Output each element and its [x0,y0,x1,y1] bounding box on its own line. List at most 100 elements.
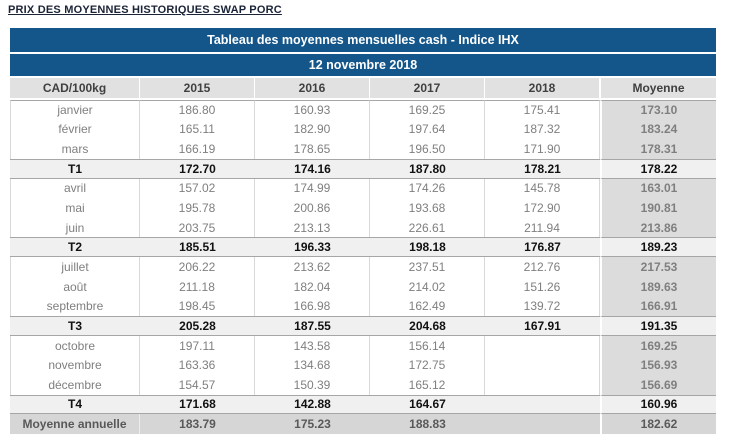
moyenne-value-cell: 166.91 [600,296,716,317]
value-cell: 164.67 [370,394,485,415]
annual-average-row: Moyenne annuelle 183.79 175.23 188.83 182.62 [10,414,716,434]
value-cell: 172.70 [140,158,255,179]
column-header-2017: 2017 [370,78,485,98]
table-title: Tableau des moyennes mensuelles cash - I… [207,33,519,47]
moyenne-value-cell: 178.22 [600,158,716,179]
table-row: avril 157.02 174.99 174.26 145.78 163.01 [10,178,716,199]
table-row: décembre 154.57 150.39 165.12 156.69 [10,374,716,395]
value-cell: 166.19 [140,139,255,159]
row-label: mai [10,198,140,218]
table-row: juillet 206.22 213.62 237.51 212.76 217.53 [10,257,716,277]
value-cell: 175.41 [485,100,600,120]
value-cell: 174.26 [370,178,485,199]
moyenne-value-cell: 217.53 [600,257,716,277]
row-label: août [10,276,140,297]
value-cell: 151.26 [485,276,600,297]
value-cell: 154.57 [140,374,255,395]
quarter-total-row: T2 185.51 196.33 198.18 176.87 189.23 [10,237,716,258]
table-row: janvier 186.80 160.93 169.25 175.41 173.10 [10,100,716,120]
table-date: 12 novembre 2018 [308,58,418,72]
value-cell: 139.72 [485,296,600,317]
table-row: octobre 197.11 143.58 156.14 169.25 [10,335,716,356]
value-cell: 176.87 [485,237,600,258]
value-cell: 182.04 [255,276,370,297]
table-date-bar: 12 novembre 2018 [10,54,716,76]
value-cell: 172.75 [370,355,485,375]
moyenne-value-cell: 156.69 [600,374,716,395]
value-cell: 195.78 [140,198,255,218]
value-cell: 163.36 [140,355,255,375]
value-cell: 237.51 [370,257,485,277]
value-cell [485,394,600,415]
value-cell: 198.18 [370,237,485,258]
table-row: mai 195.78 200.86 193.68 172.90 190.81 [10,198,716,218]
moyenne-value-cell: 213.86 [600,217,716,238]
swap-averages-table: Tableau des moyennes mensuelles cash - I… [10,28,716,434]
value-cell: 205.28 [140,316,255,336]
value-cell: 150.39 [255,374,370,395]
value-cell: 196.33 [255,237,370,258]
moyenne-value-cell: 173.10 [600,100,716,120]
row-label: T4 [10,394,140,415]
value-cell: 187.32 [485,119,600,140]
moyenne-value-cell: 189.23 [600,237,716,258]
value-cell: 145.78 [485,178,600,199]
row-label: septembre [10,296,140,317]
value-cell: 213.13 [255,217,370,238]
value-cell: 142.88 [255,394,370,415]
value-cell: 214.02 [370,276,485,297]
column-header-2016: 2016 [255,78,370,98]
table-row: septembre 198.45 166.98 162.49 139.72 166.91 [10,296,716,317]
value-cell: 196.50 [370,139,485,159]
quarter-total-row: T1 172.70 174.16 187.80 178.21 178.22 [10,158,716,179]
row-label: décembre [10,374,140,395]
value-cell [485,414,600,434]
value-cell: 134.68 [255,355,370,375]
value-cell: 198.45 [140,296,255,317]
table-title-bar: Tableau des moyennes mensuelles cash - I… [10,28,716,52]
value-cell: 166.98 [255,296,370,317]
value-cell: 193.68 [370,198,485,218]
row-label: février [10,119,140,140]
unit-column-header: CAD/100kg [10,78,140,98]
row-label: Moyenne annuelle [10,414,140,434]
value-cell: 165.12 [370,374,485,395]
column-header-row: CAD/100kg 2015 2016 2017 2018 Moyenne [10,78,716,98]
value-cell: 188.83 [370,414,485,434]
column-header-moyenne: Moyenne [600,78,716,98]
value-cell: 183.79 [140,414,255,434]
page-title: PRIX DES MOYENNES HISTORIQUES SWAP PORC [8,4,282,16]
value-cell: 171.90 [485,139,600,159]
value-cell: 187.80 [370,158,485,179]
value-cell: 226.61 [370,217,485,238]
value-cell: 187.55 [255,316,370,336]
moyenne-value-cell: 156.93 [600,355,716,375]
value-cell: 160.93 [255,100,370,120]
moyenne-value-cell: 160.96 [600,394,716,415]
table-row: novembre 163.36 134.68 172.75 156.93 [10,355,716,375]
moyenne-value-cell: 163.01 [600,178,716,199]
row-label: novembre [10,355,140,375]
value-cell: 211.18 [140,276,255,297]
moyenne-value-cell: 169.25 [600,335,716,356]
row-label: octobre [10,335,140,356]
row-label: T3 [10,316,140,336]
row-label: juillet [10,257,140,277]
quarter-total-row: T4 171.68 142.88 164.67 160.96 [10,394,716,415]
moyenne-value-cell: 191.35 [600,316,716,336]
value-cell: 182.90 [255,119,370,140]
value-cell: 165.11 [140,119,255,140]
value-cell: 213.62 [255,257,370,277]
moyenne-value-cell: 189.63 [600,276,716,297]
value-cell: 167.91 [485,316,600,336]
row-label: juin [10,217,140,238]
moyenne-value-cell: 190.81 [600,198,716,218]
moyenne-value-cell: 183.24 [600,119,716,140]
value-cell: 157.02 [140,178,255,199]
column-header-2015: 2015 [140,78,255,98]
value-cell: 186.80 [140,100,255,120]
moyenne-value-cell: 182.62 [600,414,716,434]
table-body: janvier 186.80 160.93 169.25 175.41 173.10 fév… [10,100,716,434]
value-cell: 206.22 [140,257,255,277]
